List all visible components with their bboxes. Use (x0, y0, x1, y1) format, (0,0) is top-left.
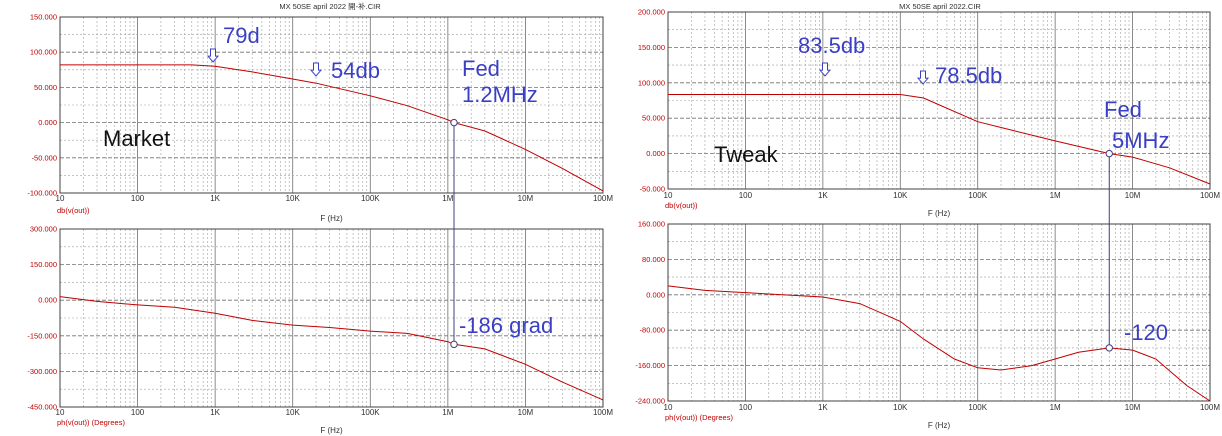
phase-line (59, 296, 604, 401)
y-tick-label: 50.000 (34, 83, 57, 92)
y-tick-label: 300.000 (30, 225, 57, 234)
x-tick-label: 100 (131, 194, 145, 203)
y-tick-label: 160.000 (638, 220, 665, 229)
x-tick-label: 10K (893, 191, 908, 200)
x-tick-label: 100K (361, 408, 380, 417)
x-tick-label: 10 (664, 191, 673, 200)
y-tick-label: 100.000 (30, 48, 57, 57)
phase-marker (1105, 344, 1113, 352)
y-tick-label: -160.000 (635, 361, 665, 370)
y-tick-label: -240.000 (635, 397, 665, 406)
x-tick-label: 10K (893, 403, 908, 412)
gain-line (668, 94, 1211, 185)
y-tick-label: -300.000 (27, 367, 57, 376)
phase-marker (450, 340, 458, 349)
phase-trace-label: ph(v(out)) (Degrees) (665, 413, 733, 422)
y-tick-label: -450.000 (27, 403, 57, 412)
x-tick-label: 10M (1125, 191, 1141, 200)
y-tick-label: 150.000 (638, 43, 665, 52)
annotation-gain-b: 78.5db (935, 63, 1002, 88)
chart-title: MX 50SE april 2022 開-补.CIR (279, 1, 381, 11)
gain-trace-label: db(v(out)) (57, 206, 90, 215)
x-tick-label: 10 (56, 408, 65, 417)
x-tick-label: 1M (1050, 191, 1061, 200)
crossover-marker (1105, 149, 1113, 158)
y-tick-label: -50.000 (640, 185, 665, 194)
annotation-gain-b: 54db (331, 58, 380, 83)
annotation-fed-label: Fed (1104, 97, 1142, 122)
x-tick-label: 10M (1125, 403, 1141, 412)
down-arrow-icon (818, 62, 832, 77)
y-tick-label: 50.000 (642, 114, 665, 123)
x-tick-label: 100K (968, 191, 987, 200)
x-tick-label: 10K (286, 194, 301, 203)
x-tick-label: 1K (818, 403, 828, 412)
crossover-marker (450, 118, 458, 127)
y-tick-label: 0.000 (646, 290, 665, 299)
x-tick-label: 10M (518, 408, 534, 417)
x-tick-label: 1M (1050, 403, 1061, 412)
y-tick-label: 150.000 (30, 260, 57, 269)
panel-1-bottom-plot-frame (667, 223, 1211, 402)
x-tick-label: 10K (286, 408, 301, 417)
y-tick-label: 100.000 (638, 78, 665, 87)
annotation-gain-a: 79d (223, 23, 260, 48)
y-tick-label: 0.000 (38, 118, 57, 127)
down-arrow-icon (916, 70, 930, 85)
x-axis-label: F (Hz) (320, 426, 343, 435)
gain-trace-label: db(v(out)) (665, 201, 698, 210)
annotation-fed-frequency: 5MHz (1112, 128, 1169, 153)
y-tick-label: 0.000 (38, 296, 57, 305)
x-tick-label: 1M (442, 408, 453, 417)
x-tick-label: 10 (56, 194, 65, 203)
annotation-phase: -120 (1124, 320, 1168, 345)
x-tick-label: 1M (442, 194, 453, 203)
y-tick-label: -150.000 (27, 331, 57, 340)
x-tick-label: 1K (210, 194, 220, 203)
y-tick-label: -50.000 (32, 153, 57, 162)
y-tick-label: -80.000 (640, 326, 665, 335)
annotation-fed-label: Fed (462, 56, 500, 81)
down-arrow-icon (206, 48, 220, 63)
x-tick-label: 100 (739, 403, 753, 412)
x-axis-label: F (Hz) (928, 209, 951, 218)
down-arrow-icon (309, 62, 323, 77)
x-tick-label: 100K (361, 194, 380, 203)
chart-title: MX 50SE april 2022.CIR (899, 2, 981, 11)
x-tick-label: 10 (664, 403, 673, 412)
gain-line (60, 64, 604, 192)
x-tick-label: 1K (818, 191, 828, 200)
plot-name: Market (103, 126, 170, 151)
y-tick-label: 80.000 (642, 255, 665, 264)
x-tick-label: 100M (1200, 191, 1220, 200)
plot-name: Tweak (714, 142, 779, 167)
x-tick-label: 100 (739, 191, 753, 200)
x-tick-label: 100M (593, 408, 613, 417)
y-tick-label: -100.000 (27, 189, 57, 198)
phase-line (667, 285, 1211, 402)
y-tick-label: 0.000 (646, 149, 665, 158)
panel-0-top-plot-frame (59, 16, 604, 194)
x-tick-label: 10M (518, 194, 534, 203)
phase-trace-label: ph(v(out)) (Degrees) (57, 418, 125, 427)
annotation-phase: -186 grad (459, 313, 553, 338)
y-tick-label: 150.000 (30, 13, 57, 22)
x-tick-label: 100M (1200, 403, 1220, 412)
x-tick-label: 100M (593, 194, 613, 203)
x-tick-label: 1K (210, 408, 220, 417)
x-tick-label: 100K (968, 403, 987, 412)
x-axis-label: F (Hz) (928, 421, 951, 430)
x-tick-label: 100 (131, 408, 145, 417)
x-axis-label: F (Hz) (320, 214, 343, 223)
annotation-fed-frequency: 1.2MHz (462, 82, 538, 107)
annotation-gain-a: 83.5db (798, 33, 865, 58)
panel-0-bottom-plot-frame (59, 228, 604, 408)
panel-1-top-plot-frame (667, 11, 1211, 190)
y-tick-label: 200.000 (638, 8, 665, 17)
